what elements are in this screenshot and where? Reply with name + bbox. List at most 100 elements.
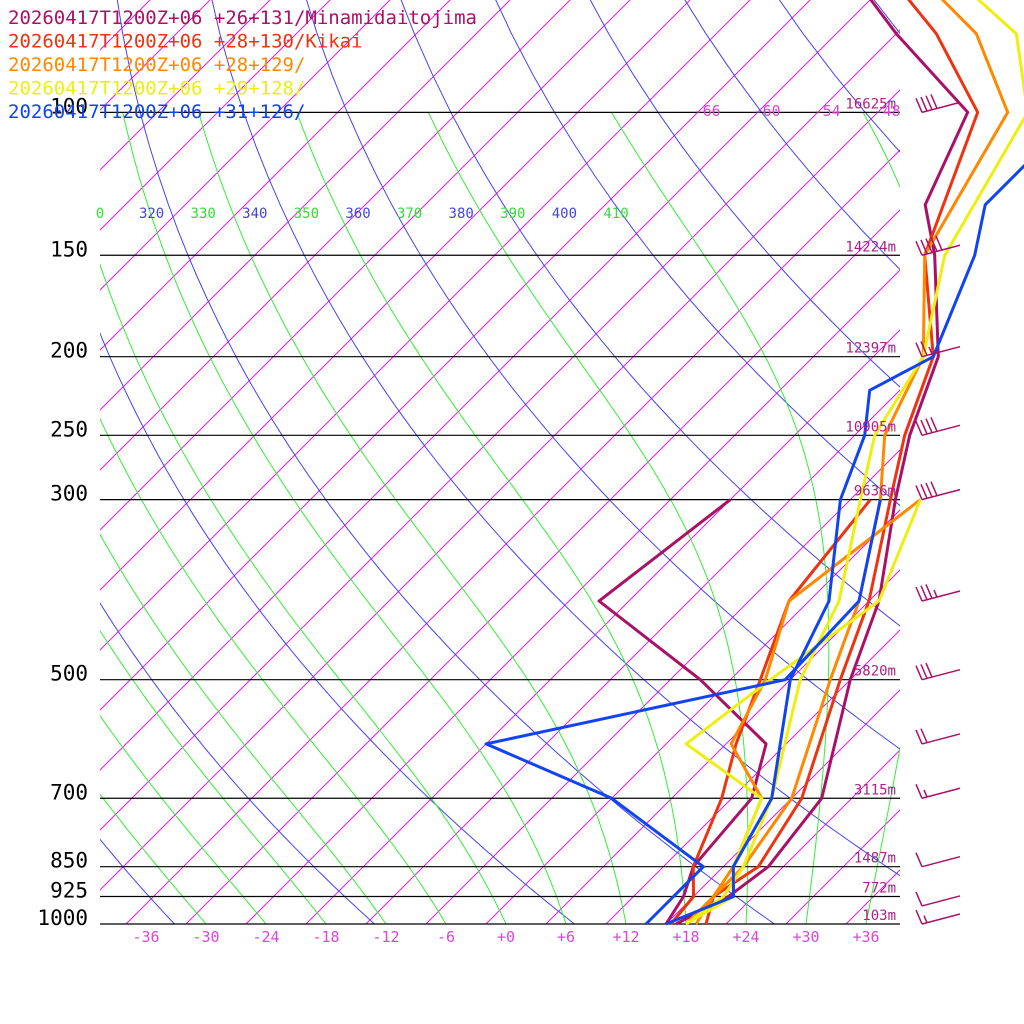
wind-barb-flag	[915, 98, 923, 113]
wind-barb	[915, 481, 961, 501]
wind-barb-flag	[925, 584, 933, 599]
temperature-tick-label: -30	[192, 928, 219, 946]
wind-barb	[915, 852, 961, 868]
wind-barb-shaft	[921, 590, 961, 602]
wind-barb-flag	[925, 662, 933, 678]
legend: 20260417T1200Z+06 +26+131/Minamidaitojim…	[8, 7, 477, 123]
temperature-tick-label: -36	[132, 928, 159, 946]
wind-barb-flag	[930, 237, 938, 252]
wind-barb-flag	[925, 238, 933, 253]
theta-label: 360	[345, 206, 370, 222]
dry-adiabat-line	[873, 0, 900, 35]
moist-adiabat-line	[100, 793, 207, 924]
pressure-label: 300	[50, 482, 88, 506]
theta-label: 370	[397, 206, 422, 222]
temperature-top-label: -48	[874, 102, 901, 120]
wind-barb-flag	[920, 484, 928, 499]
height-label: 14224m	[845, 239, 896, 255]
temperature-tick-label: -12	[372, 928, 399, 946]
wind-barb	[915, 235, 961, 256]
isotherm-line	[100, 0, 691, 591]
isotherm-line	[365, 389, 900, 924]
isotherm-line	[100, 0, 331, 231]
wind-barb-shaft	[921, 895, 961, 907]
wind-barb-flag	[915, 783, 923, 799]
legend-entry-1: 20260417T1200Z+06 +26+131/Minamidaitojim…	[8, 7, 477, 29]
wind-barb-flag	[930, 481, 938, 496]
wind-barb-flag	[920, 728, 928, 743]
wind-barb	[915, 891, 961, 907]
isotherm-line	[305, 329, 900, 924]
wind-barb-flag	[930, 94, 938, 109]
wind-barb-shaft	[921, 244, 961, 256]
isotherm-line	[100, 29, 900, 831]
height-label: 1487m	[854, 851, 896, 867]
pressure-label: 1000	[37, 906, 88, 930]
isotherm-line	[100, 0, 151, 51]
temperature-tick-label: +6	[557, 928, 575, 946]
wind-barb-flag	[920, 664, 928, 679]
dewpoint-profile-5	[484, 499, 882, 926]
axis-labels: 100 16625m 150 14224m 200 12397m 250 10905m 300 9…	[37, 94, 900, 946]
pressure-label: 850	[50, 849, 88, 873]
theta-label: 390	[500, 206, 525, 222]
wind-barbs	[915, 94, 961, 925]
moist-adiabat-line	[100, 629, 327, 924]
wind-barb-flag	[935, 235, 943, 251]
wind-barb-flag	[915, 240, 923, 256]
wind-barb-flag	[915, 665, 923, 680]
dewpoint-profile-1	[597, 498, 768, 925]
temperature-profile-1	[675, 0, 970, 926]
isotherm-line	[100, 0, 631, 531]
temperature-profile-2	[704, 0, 980, 925]
isotherm-line	[100, 0, 571, 471]
wind-barb-half-flag	[933, 589, 938, 598]
theta-label: 320	[139, 206, 164, 222]
wind-barb	[915, 662, 961, 681]
theta-label: 340	[242, 206, 267, 222]
isotherm-line	[425, 449, 900, 924]
wind-barb-flag	[920, 419, 928, 435]
wind-barb-half-flag	[923, 789, 928, 798]
isotherm-line	[906, 0, 1024, 924]
wind-barb-flag	[915, 852, 923, 868]
dry-adiabat-line	[306, 0, 900, 750]
dry-adiabat-line	[495, 0, 900, 507]
dry-adiabat-line	[100, 838, 176, 924]
wind-barb	[915, 783, 961, 799]
wind-barb-shaft	[921, 787, 961, 799]
isotherm-grid	[100, 0, 1024, 924]
height-label: 12397m	[845, 341, 896, 357]
temperature-tick-label: +24	[732, 928, 759, 946]
wind-barb	[915, 728, 961, 745]
temperature-top-label: -54	[814, 102, 841, 120]
isotherm-line	[125, 149, 900, 924]
pressure-label: 500	[50, 662, 88, 686]
theta-label: 380	[449, 206, 474, 222]
wind-barb-flag	[920, 239, 928, 255]
temperature-top-label: -60	[754, 102, 781, 120]
theta-label: 350	[294, 206, 319, 222]
height-label: 10905m	[845, 419, 896, 435]
isotherm-line	[966, 0, 1024, 924]
wind-barb-shaft	[921, 345, 961, 358]
theta-label: 0	[96, 206, 104, 222]
wind-barb-half-flag	[928, 346, 933, 355]
isotherm-line	[100, 0, 511, 411]
isotherm-line	[100, 0, 451, 351]
legend-entry-3: 20260417T1200Z+06 +28+129/	[8, 54, 305, 76]
pressure-label: 100	[50, 94, 88, 118]
height-label: 5820m	[854, 664, 896, 680]
wind-barb-flag	[915, 421, 923, 436]
height-label: 16625m	[845, 96, 896, 112]
height-label: 772m	[862, 881, 896, 897]
temperature-tick-label: +12	[612, 928, 639, 946]
pressure-label: 700	[50, 780, 88, 804]
legend-entry-4: 20260417T1200Z+06 +29+128/	[8, 78, 305, 100]
wind-barb-flag	[915, 729, 923, 745]
wind-barb	[915, 94, 961, 114]
isobar-lines	[100, 111, 900, 925]
pressure-label: 925	[50, 879, 88, 903]
pressure-label: 250	[50, 417, 88, 441]
height-label: 3115m	[854, 782, 896, 798]
